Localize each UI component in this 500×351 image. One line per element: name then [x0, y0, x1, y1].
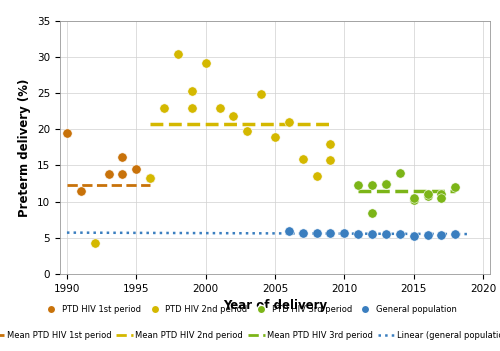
Point	[438, 195, 446, 201]
Point	[146, 176, 154, 181]
Point	[382, 231, 390, 237]
Point	[77, 188, 85, 193]
Point	[285, 119, 293, 125]
X-axis label: Year of delivery: Year of delivery	[223, 299, 327, 312]
Point	[257, 91, 265, 97]
Point	[312, 173, 320, 179]
Point	[382, 181, 390, 186]
Point	[104, 171, 112, 177]
Point	[438, 192, 446, 197]
Point	[132, 166, 140, 172]
Point	[354, 231, 362, 237]
Y-axis label: Preterm delivery (%): Preterm delivery (%)	[18, 78, 32, 217]
Point	[438, 232, 446, 238]
Point	[298, 156, 306, 162]
Point	[244, 128, 252, 134]
Point	[424, 192, 432, 197]
Point	[354, 182, 362, 188]
Point	[298, 230, 306, 236]
Point	[118, 171, 126, 177]
Point	[230, 114, 237, 119]
Point	[368, 231, 376, 237]
Point	[424, 193, 432, 199]
Point	[326, 158, 334, 163]
Point	[368, 182, 376, 188]
Point	[382, 181, 390, 186]
Point	[188, 106, 196, 111]
Point	[326, 231, 334, 236]
Point	[63, 130, 71, 136]
Point	[410, 195, 418, 201]
Legend: PTD HIV 1st period, PTD HIV 2nd period, PTD HIV 3rd period, General population: PTD HIV 1st period, PTD HIV 2nd period, …	[40, 301, 461, 317]
Point	[340, 231, 348, 236]
Point	[326, 141, 334, 147]
Point	[118, 154, 126, 160]
Point	[424, 232, 432, 238]
Legend: Mean PTD HIV 1st period, Mean PTD HIV 2nd period, Mean PTD HIV 3rd period, Linea: Mean PTD HIV 1st period, Mean PTD HIV 2n…	[0, 327, 500, 343]
Point	[452, 231, 460, 237]
Point	[396, 231, 404, 237]
Point	[410, 197, 418, 203]
Point	[452, 184, 460, 190]
Point	[396, 170, 404, 176]
Point	[90, 241, 98, 246]
Point	[174, 51, 182, 57]
Point	[216, 105, 224, 111]
Point	[188, 88, 196, 94]
Point	[410, 233, 418, 238]
Point	[202, 60, 209, 66]
Point	[160, 105, 168, 111]
Point	[271, 134, 279, 139]
Point	[285, 229, 293, 234]
Point	[312, 231, 320, 236]
Point	[368, 210, 376, 216]
Point	[146, 176, 154, 181]
